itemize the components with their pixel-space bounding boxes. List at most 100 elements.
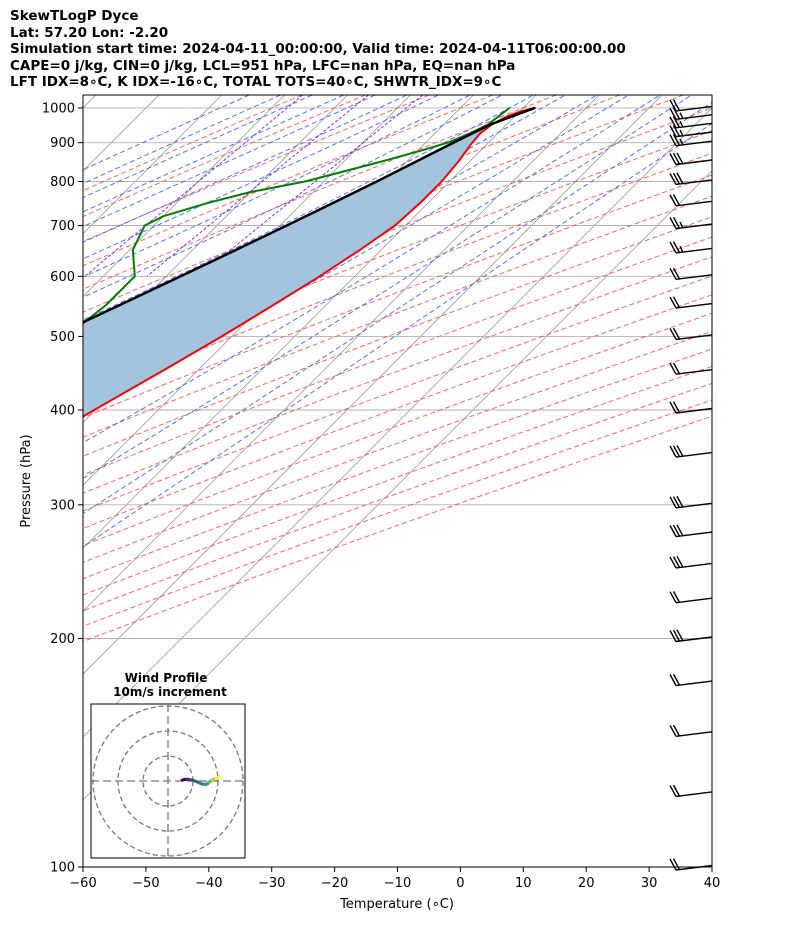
dry-adiabat-line <box>83 174 712 419</box>
wind-barb <box>669 107 713 120</box>
wind-barb-staff <box>675 334 713 341</box>
moist-adiabat-line <box>83 95 598 376</box>
wind-barb-flag <box>669 525 677 537</box>
moist-adiabat-line <box>83 95 567 347</box>
wind-barb-staff <box>675 302 713 309</box>
x-tick-label: −10 <box>384 876 411 891</box>
wind-barb-flag <box>672 524 681 537</box>
wind-barb <box>669 629 713 643</box>
x-tick-label: 10 <box>515 876 532 891</box>
wind-barb-flag <box>672 107 681 120</box>
dry-adiabat-line <box>83 95 430 243</box>
wind-barb-flag <box>669 217 677 229</box>
wind-barb <box>669 401 713 414</box>
moist-adiabat-line <box>83 95 282 185</box>
location-line: Lat: 57.20 Lon: -2.20 <box>10 24 169 41</box>
isotherm-line <box>83 95 349 361</box>
wind-barb-flag <box>669 116 677 129</box>
wind-barb-flag <box>672 724 681 737</box>
wind-barb-flag <box>672 496 681 508</box>
wind-barb-flag <box>676 556 684 568</box>
wind-barb <box>669 172 713 186</box>
dry-adiabat-line <box>83 365 712 596</box>
wind-barb-staff <box>675 562 713 569</box>
wind-barb-flag <box>672 673 681 686</box>
dry-adiabat-line <box>83 95 621 313</box>
wind-barb-staff <box>675 274 713 281</box>
temperature-profile-line <box>83 106 537 418</box>
moist-adiabat-line <box>83 101 712 515</box>
y-tick-label: 800 <box>50 175 75 190</box>
dry-adiabat-line <box>83 95 366 218</box>
x-tick-label: −60 <box>69 876 96 891</box>
wind-barb-flag <box>669 556 677 569</box>
wind-barb <box>669 296 713 309</box>
wind-barb-flag <box>669 125 677 137</box>
x-tick-label: −30 <box>258 876 285 891</box>
hodograph-inner <box>91 704 245 858</box>
wind-barb <box>669 524 713 538</box>
wind-barb-flag <box>669 267 677 280</box>
dry-adiabat-line <box>83 130 712 378</box>
wind-barb-half-flag <box>679 221 684 229</box>
wind-barb-flag <box>672 99 681 111</box>
hodograph-title: Wind Profile <box>125 671 208 685</box>
wind-barb-staff <box>675 200 713 207</box>
dewpoint-profile-line <box>83 107 511 325</box>
wind-barb <box>669 673 713 687</box>
wind-barb <box>669 591 713 604</box>
time-line: Simulation start time: 2024-04-11_00:00:… <box>10 41 626 57</box>
y-tick-label: 300 <box>50 498 75 513</box>
wind-barb-flag <box>672 296 681 309</box>
wind-barb-flag <box>672 327 681 340</box>
wind-barb-flag <box>676 629 684 642</box>
wind-barb-flag <box>672 152 681 165</box>
wind-barb <box>669 116 713 129</box>
wind-barb-half-flag <box>679 120 684 128</box>
moist-adiabat-line <box>83 95 314 199</box>
y-tick-label: 1000 <box>42 101 75 116</box>
wind-barb-flag <box>672 556 681 568</box>
station-title: SkewTLogP Dyce <box>10 8 139 24</box>
wind-barb <box>669 152 713 166</box>
isotherm-line <box>83 95 663 675</box>
wind-barb-flag <box>672 591 681 603</box>
wind-barb-flag <box>669 173 677 185</box>
wind-barb-flag <box>676 152 684 165</box>
wind-barb-flag <box>669 153 677 165</box>
wind-barb-flag <box>672 216 681 229</box>
x-tick-label: 40 <box>704 876 721 891</box>
wind-barb-flag <box>669 674 677 686</box>
wind-barb-staff <box>675 122 713 129</box>
wind-barb-staff <box>675 864 713 871</box>
isotherm-line <box>83 95 411 423</box>
x-tick-label: 20 <box>578 876 595 891</box>
moist-adiabat-line <box>83 95 472 278</box>
wind-barb-staff <box>675 791 713 798</box>
wind-barb-staff <box>675 597 713 604</box>
wind-barb <box>669 134 713 147</box>
wind-barb-staff <box>675 159 713 166</box>
dry-adiabat-line <box>83 95 493 267</box>
wind-barb-staff <box>675 731 713 738</box>
wind-barb-flag <box>669 724 677 737</box>
wind-barb <box>669 99 713 112</box>
wind-barb-staff <box>675 451 713 458</box>
wind-barb-flag <box>669 107 677 120</box>
mixing-ratio-line <box>197 95 424 277</box>
wind-barb <box>669 267 713 281</box>
isotherm-line <box>83 107 712 738</box>
wind-barb <box>669 194 713 207</box>
wind-barb <box>669 327 713 341</box>
wind-barb <box>669 784 713 798</box>
moist-adiabat-line <box>83 95 345 213</box>
dry-adiabat-line <box>83 216 712 457</box>
wind-barb <box>669 858 713 871</box>
wind-barb-flag <box>672 629 681 642</box>
wind-barb <box>669 362 713 375</box>
wind-barb-half-flag <box>679 138 684 146</box>
moist-adiabat-line <box>83 95 693 479</box>
wind-barb-half-flag <box>679 129 684 137</box>
wind-barb-flag <box>669 591 677 604</box>
